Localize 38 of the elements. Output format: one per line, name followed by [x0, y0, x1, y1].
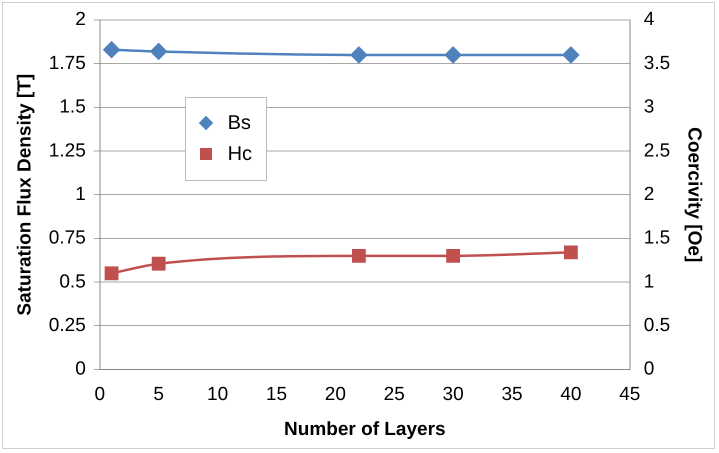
legend-label: Hc: [228, 142, 252, 166]
x-tick-label: 10: [206, 384, 228, 406]
y2-tick-label: 2.5: [644, 140, 670, 162]
y-tick-label: 1: [75, 184, 86, 205]
y-tick-label: 1.25: [48, 140, 86, 162]
x-tick-label: 40: [560, 384, 582, 406]
legend-label: Bs: [228, 112, 251, 135]
y2-tick-label: 0: [644, 358, 654, 380]
x-tick-label: 45: [619, 384, 640, 406]
x-tick-label: 30: [442, 384, 464, 406]
point: [352, 248, 366, 263]
x-tick-label: 20: [324, 384, 346, 406]
y2-tick-label: 2: [644, 184, 654, 205]
y2-tick-label: 3.5: [644, 52, 670, 74]
point: [564, 245, 578, 260]
y-tick-label: 1.5: [59, 96, 86, 118]
x-tick-label: 25: [384, 384, 405, 406]
x-tick-label: 15: [266, 384, 288, 406]
point: [152, 256, 166, 271]
y2-tick-label: 1: [644, 271, 654, 292]
y-axis-title: Saturation Flux Density [T]: [14, 74, 36, 316]
y2-tick-label: 4: [644, 9, 655, 30]
x-axis-title: Number of Layers: [284, 418, 446, 440]
x-tick-label: 0: [94, 384, 106, 406]
y2-tick-label: 3: [644, 96, 654, 118]
y-tick-label: 1.75: [48, 52, 86, 74]
y-tick-label: 0: [75, 358, 86, 380]
y-tick-label: 0.25: [48, 314, 86, 336]
x-tick-label: 5: [153, 384, 164, 406]
y2-tick-label: 0.5: [644, 314, 670, 336]
y2-tick-label: 1.5: [644, 228, 670, 249]
point: [104, 266, 118, 280]
x-tick-label: 35: [501, 384, 523, 406]
y-tick-label: 2: [75, 9, 86, 30]
y-tick-label: 0.5: [59, 271, 86, 292]
point: [446, 248, 460, 263]
y-tick-label: 0.75: [48, 228, 86, 249]
y2-axis-title: Coercivity [Oe]: [683, 127, 704, 262]
